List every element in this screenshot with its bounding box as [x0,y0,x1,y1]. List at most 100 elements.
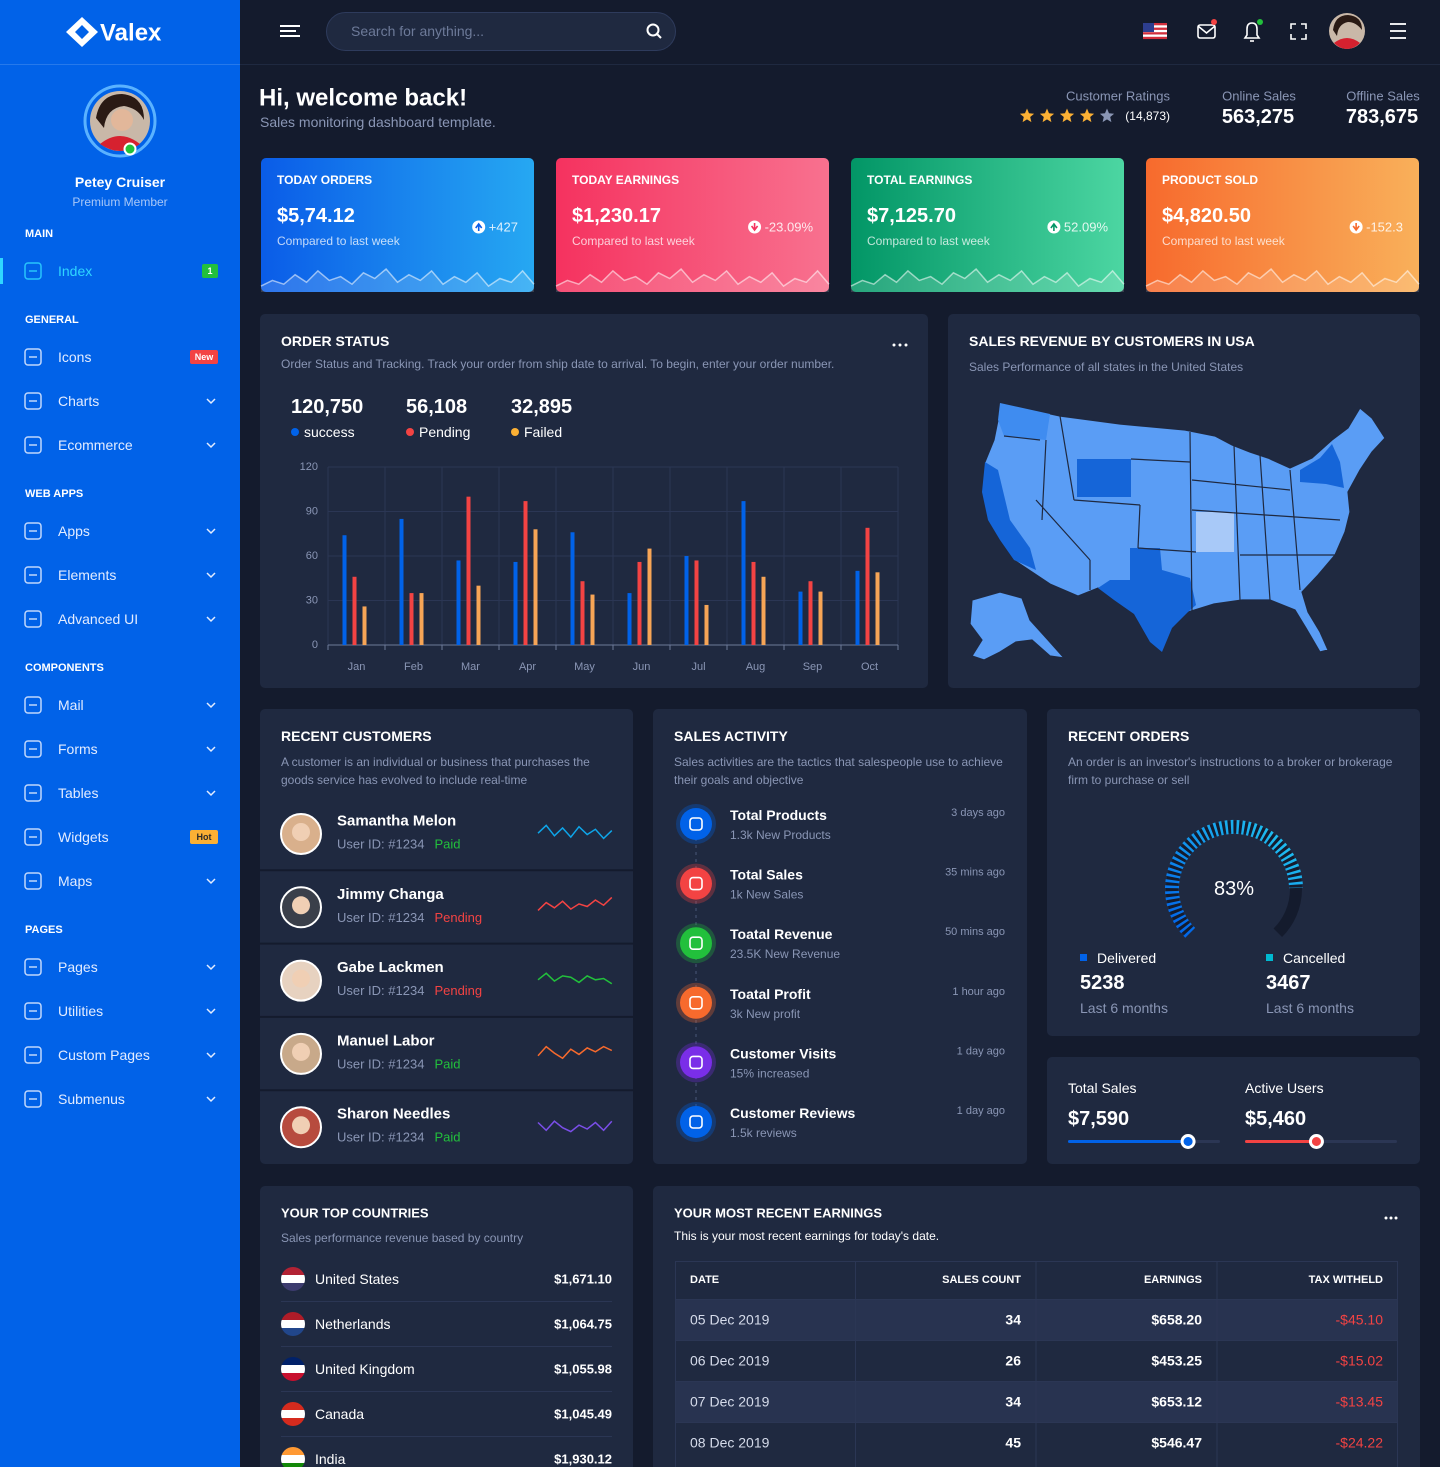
bar [684,556,689,645]
menu-chevron[interactable] [206,746,216,753]
menu-chevron[interactable] [206,1052,216,1059]
mail-icon[interactable] [1197,24,1216,39]
menu-item[interactable]: Index [58,263,92,279]
menu-chevron[interactable] [206,964,216,971]
menu-item[interactable]: Custom Pages [58,1047,150,1063]
more-dot[interactable] [1389,1216,1393,1220]
flag-stripe [1143,27,1167,30]
avatar-face [111,109,133,131]
customer-status: Paid [434,1056,460,1071]
menu-item[interactable]: Apps [58,523,90,539]
bar [399,518,404,645]
bar [580,581,585,645]
customer-id: User ID: #1234 [337,837,424,852]
order-status-card [260,314,928,688]
status-value: 56,108 [406,396,467,418]
header-avatar-shirt [1334,38,1360,49]
bar [409,593,414,645]
menu-item[interactable]: Forms [58,741,98,757]
menu-chevron[interactable] [206,702,216,709]
menu-item[interactable]: Icons [58,349,91,365]
customer-sparkline [537,1045,613,1060]
y-tick-label: 0 [312,639,318,651]
rating-star [1019,108,1035,123]
menu-chevron[interactable] [206,1008,216,1015]
customer-name: Manuel Labor [337,1032,435,1049]
more-dot[interactable] [1384,1216,1388,1220]
customer-id: User ID: #1234 [337,1130,424,1145]
table-cell: 05 Dec 2019 [690,1312,770,1328]
menu-chevron[interactable] [206,616,216,623]
recent-orders-card [1047,709,1420,1036]
fullscreen-icon[interactable] [1290,23,1307,40]
menu-chevron[interactable] [206,398,216,405]
total-value: $5,460 [1245,1108,1306,1130]
country-name: India [315,1451,346,1467]
stat-sparkline-area [851,269,1124,292]
menu-icon [24,784,42,802]
more-dot[interactable] [904,343,908,347]
activity-title: Customer Reviews [730,1105,855,1121]
order-period: Last 6 months [1080,1000,1168,1016]
menu-icon [24,348,42,366]
table-cell: 34 [1005,1394,1021,1410]
menu-item[interactable]: Utilities [58,1003,103,1019]
menu-badge [190,830,218,844]
x-tick-label: Apr [519,661,536,673]
menu-item[interactable]: Charts [58,393,99,409]
flag-band [281,1373,305,1381]
menu-item[interactable]: Advanced UI [58,611,138,627]
stat-change: -23.09% [765,220,814,235]
menu-chevron[interactable] [206,1096,216,1103]
flag-band [281,1418,305,1426]
user-role: Premium Member [72,195,167,209]
activity-icon [680,1046,712,1079]
more-dot[interactable] [892,343,896,347]
customer-name: Gabe Lackmen [337,959,444,976]
search-box[interactable] [326,12,676,51]
more-dot[interactable] [1394,1216,1398,1220]
search-icon[interactable] [646,23,660,37]
legend-dot [406,428,414,436]
activity-glyph [689,817,703,831]
menu-item[interactable]: Ecommerce [58,437,133,453]
order-legend-label: Delivered [1097,950,1156,966]
menu-icon [24,696,42,714]
stat-change: 52.09% [1064,220,1109,235]
customer-avatar-face [292,896,310,915]
country-amount: $1,671.10 [554,1272,612,1287]
menu-item[interactable]: Maps [58,873,92,889]
bar [694,560,699,645]
y-tick-label: 60 [306,550,318,562]
menu-item[interactable]: Elements [58,567,116,583]
more-dot[interactable] [898,343,902,347]
table-frame [675,1261,1398,1467]
menu-chevron[interactable] [206,878,216,885]
menu-item[interactable]: Mail [58,697,84,713]
x-tick-label: Jun [633,661,651,673]
bar [627,593,632,645]
menu-chevron[interactable] [206,528,216,535]
menu-item[interactable]: Submenus [58,1091,125,1107]
gauge-value [1165,819,1303,938]
menu-chevron[interactable] [206,442,216,449]
status-value: 120,750 [291,396,363,418]
menu-badge-text: 1 [207,266,212,276]
menu-item[interactable]: Tables [58,785,98,801]
menu-icon [24,392,42,410]
activity-title: Total Products [730,807,827,823]
menu-item[interactable]: Widgets [58,829,109,845]
menu-item[interactable]: Pages [58,959,98,975]
stat-change: -152.3 [1366,220,1403,235]
bar [704,604,709,645]
activity-title: Toatal Profit [730,986,811,1002]
legend-label: Failed [524,424,562,440]
card-description: Order Status and Tracking. Track your or… [281,357,834,371]
activity-time: 35 mins ago [945,867,1005,879]
sales-activity-card [653,709,1027,1164]
menu-chevron[interactable] [206,572,216,579]
table-cell: 08 Dec 2019 [690,1435,770,1451]
bell-icon[interactable] [1243,22,1261,39]
menu-chevron[interactable] [206,790,216,797]
